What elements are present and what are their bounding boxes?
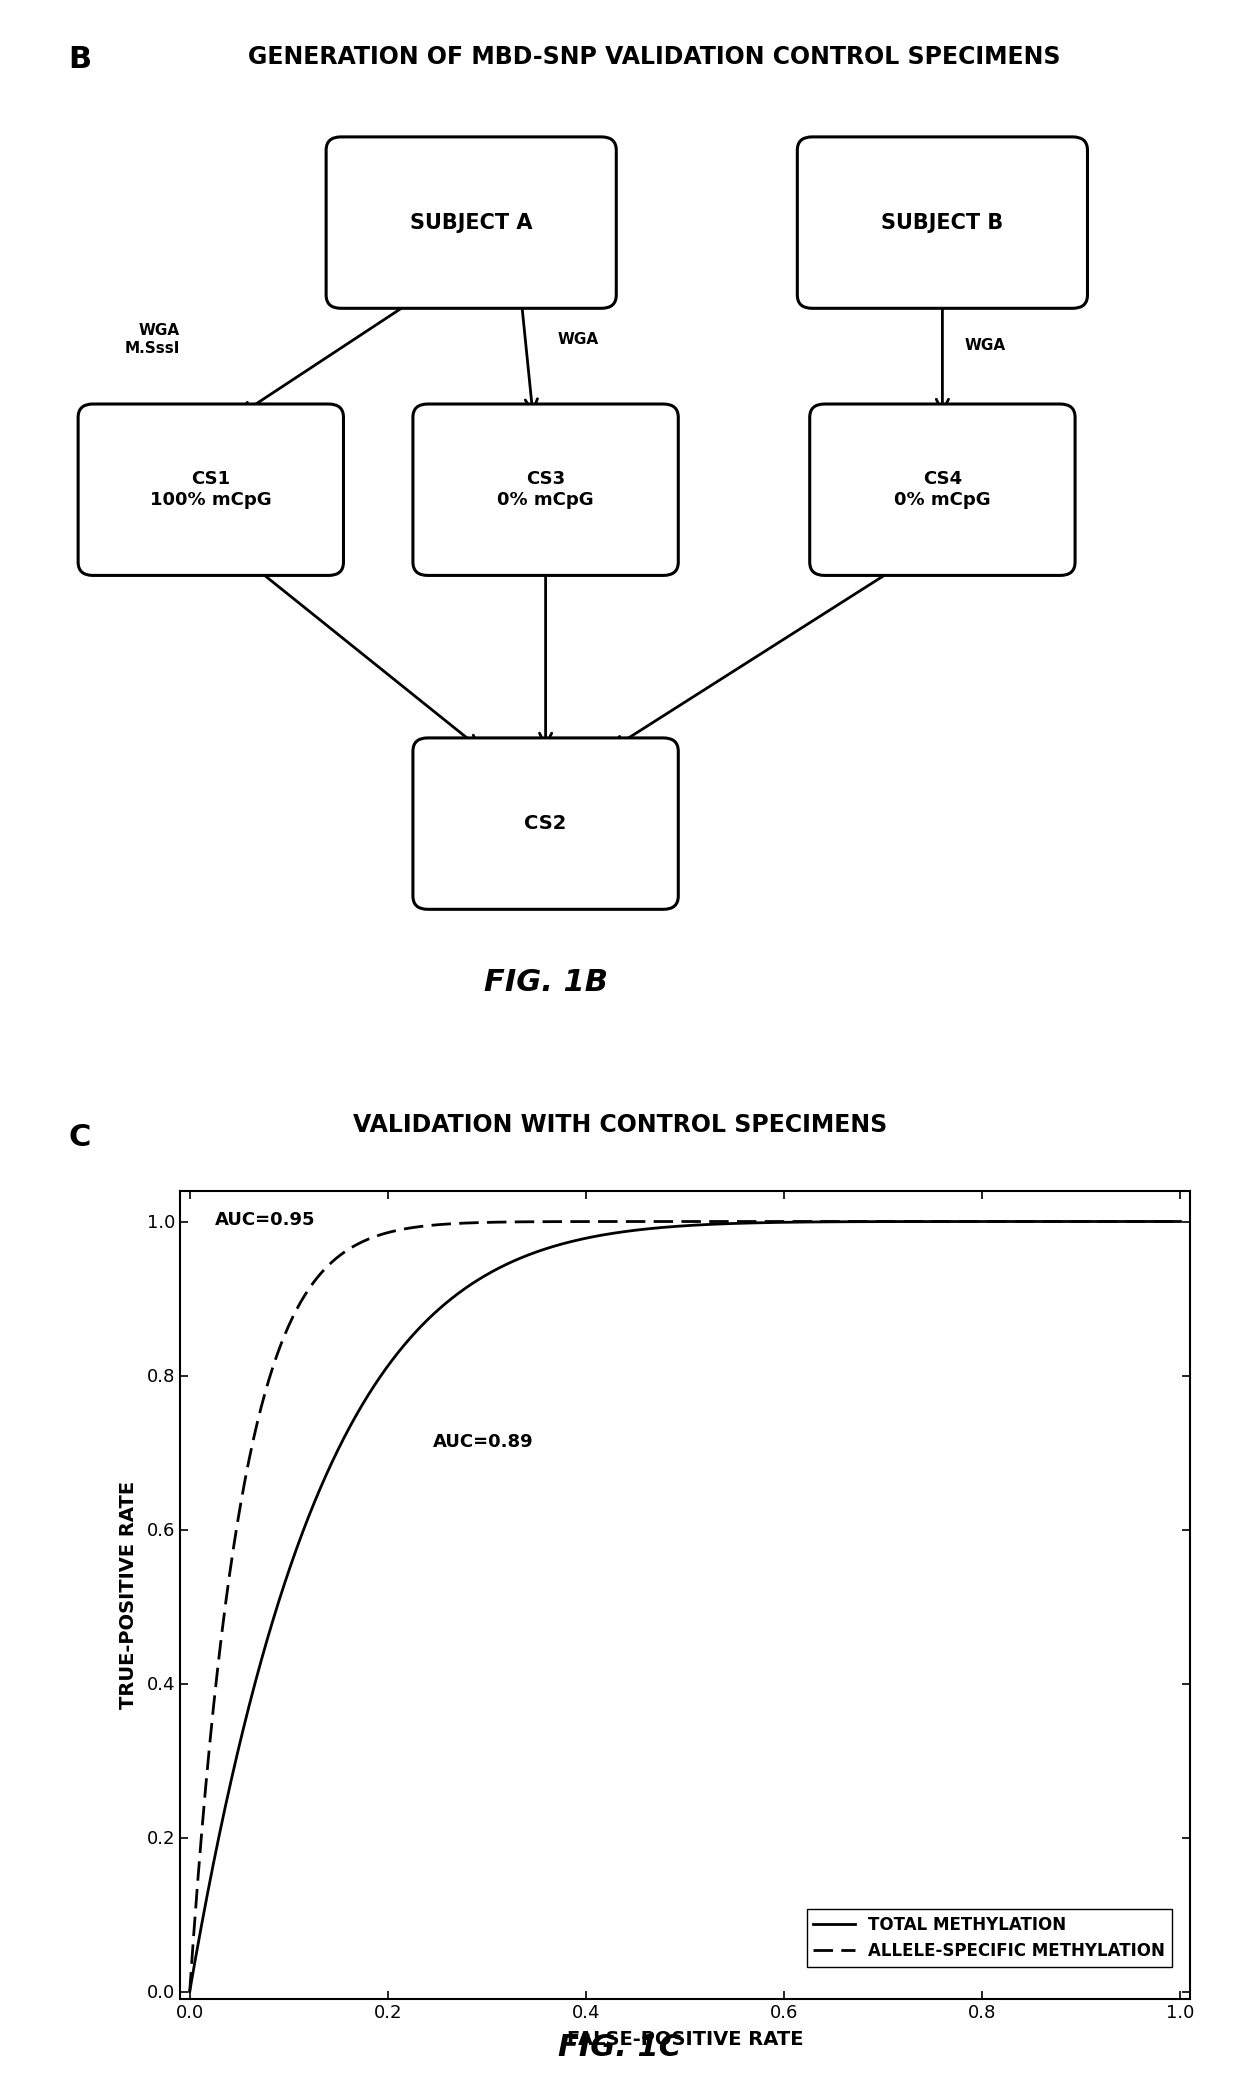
- Text: GENERATION OF MBD-SNP VALIDATION CONTROL SPECIMENS: GENERATION OF MBD-SNP VALIDATION CONTROL…: [248, 44, 1060, 69]
- Text: WGA
M.SssI: WGA M.SssI: [124, 323, 180, 355]
- Text: SUBJECT A: SUBJECT A: [410, 212, 532, 233]
- Text: VALIDATION WITH CONTROL SPECIMENS: VALIDATION WITH CONTROL SPECIMENS: [353, 1113, 887, 1136]
- Y-axis label: TRUE-POSITIVE RATE: TRUE-POSITIVE RATE: [119, 1480, 138, 1709]
- FancyBboxPatch shape: [413, 737, 678, 909]
- Text: CS1
100% mCpG: CS1 100% mCpG: [150, 470, 272, 508]
- Text: FIG. 1C: FIG. 1C: [558, 2033, 682, 2062]
- FancyBboxPatch shape: [810, 403, 1075, 575]
- Text: WGA: WGA: [558, 332, 599, 346]
- FancyBboxPatch shape: [326, 136, 616, 309]
- Text: AUC=0.89: AUC=0.89: [433, 1434, 533, 1451]
- Text: CS3
0% mCpG: CS3 0% mCpG: [497, 470, 594, 508]
- FancyBboxPatch shape: [78, 403, 343, 575]
- FancyBboxPatch shape: [797, 136, 1087, 309]
- Legend: TOTAL METHYLATION, ALLELE-SPECIFIC METHYLATION: TOTAL METHYLATION, ALLELE-SPECIFIC METHY…: [807, 1909, 1172, 1966]
- FancyBboxPatch shape: [413, 403, 678, 575]
- X-axis label: FALSE-POSITIVE RATE: FALSE-POSITIVE RATE: [567, 2031, 804, 2050]
- Text: SUBJECT B: SUBJECT B: [882, 212, 1003, 233]
- Text: CS2: CS2: [525, 815, 567, 834]
- Text: B: B: [68, 44, 92, 74]
- Text: C: C: [68, 1124, 91, 1153]
- Text: WGA: WGA: [965, 338, 1006, 353]
- Text: FIG. 1B: FIG. 1B: [484, 968, 608, 997]
- Text: CS4
0% mCpG: CS4 0% mCpG: [894, 470, 991, 508]
- Text: AUC=0.95: AUC=0.95: [216, 1212, 316, 1228]
